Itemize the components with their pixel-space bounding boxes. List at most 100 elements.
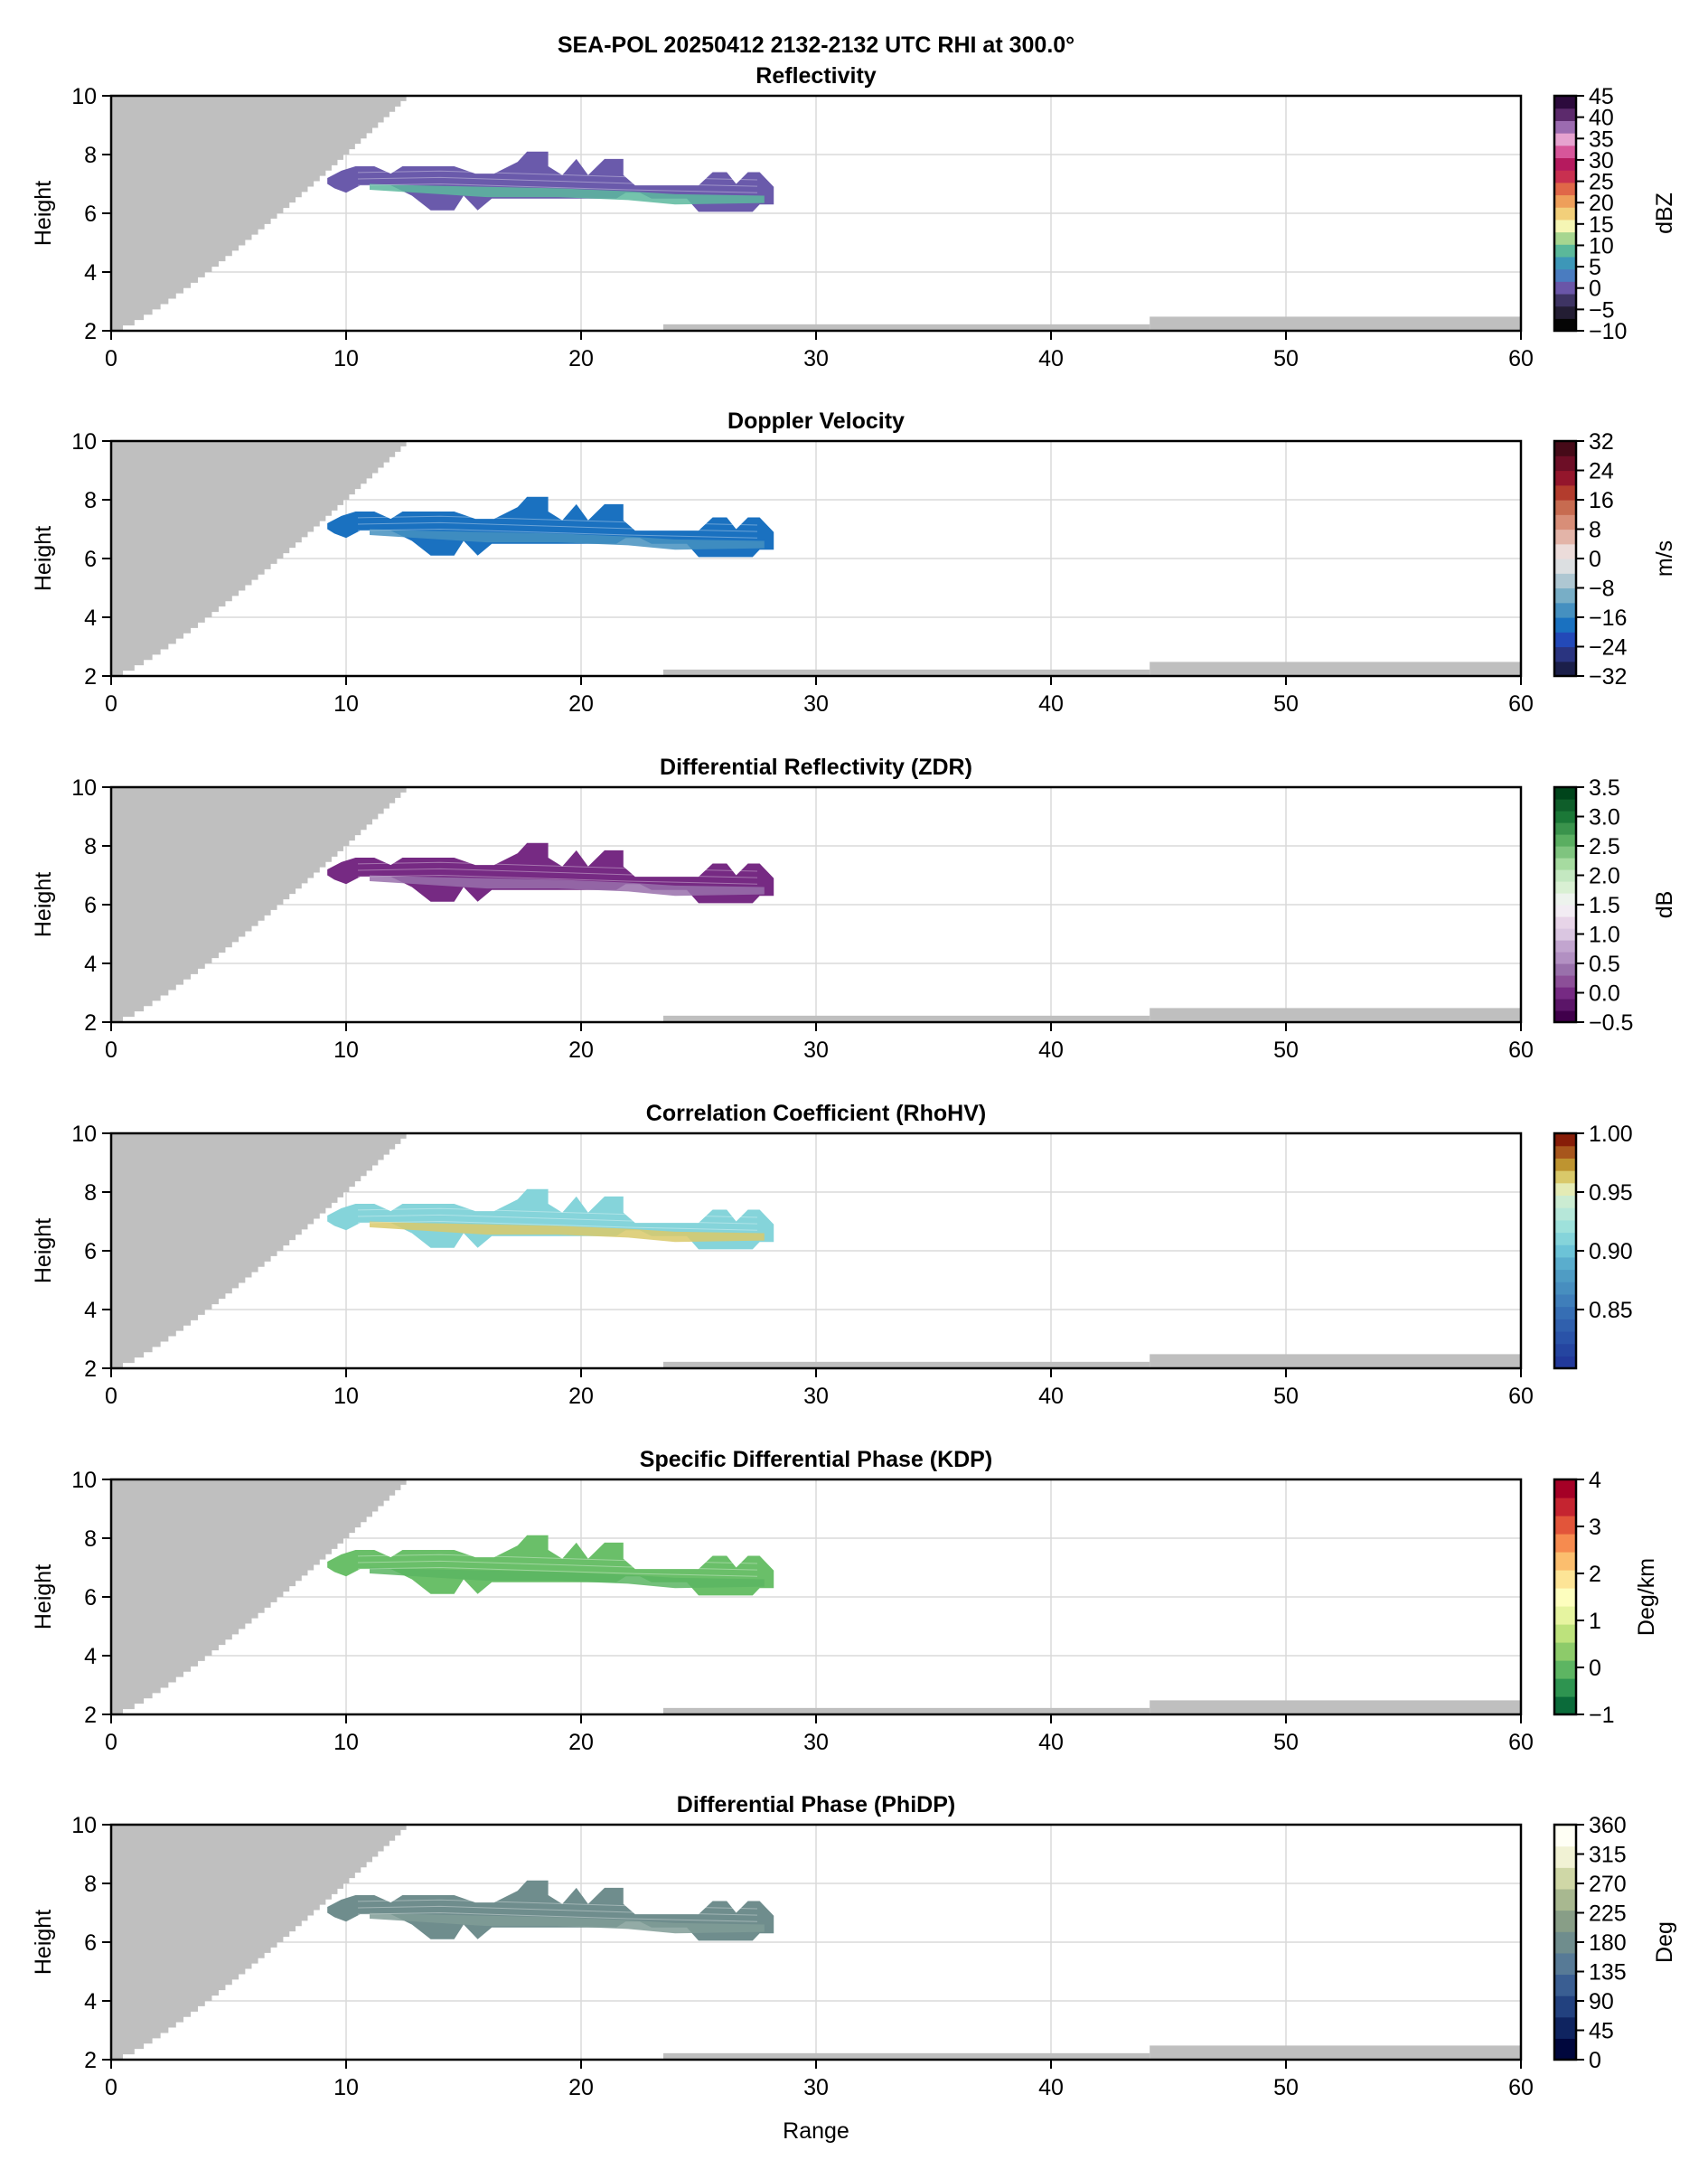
contour-line — [357, 1905, 758, 1916]
colorbar-swatch — [1554, 194, 1576, 208]
contour-line — [357, 521, 758, 532]
colorbar-tick-label: 2.0 — [1589, 864, 1620, 889]
panel-5: Specific Differential Phase (KDP)0 10 20 30… — [31, 1447, 1659, 1755]
colorbar-swatch — [1554, 170, 1576, 183]
x-tick-label: 0 — [105, 1038, 117, 1063]
x-tick-label: 0 — [105, 2075, 117, 2100]
colorbar-tick-label: −10 — [1589, 319, 1627, 344]
colorbar-tick-label: 0.95 — [1589, 1180, 1633, 1206]
colorbar-swatch — [1554, 1293, 1576, 1308]
colorbar-swatch — [1554, 975, 1576, 988]
colorbar-swatch — [1554, 305, 1576, 319]
colorbar-label: Deg — [1652, 1921, 1677, 1963]
colorbar-swatch — [1554, 1343, 1576, 1357]
colorbar-swatch — [1554, 1606, 1576, 1625]
contour-line — [357, 170, 758, 181]
y-tick-label: 8 — [84, 1526, 97, 1552]
colorbar-swatch — [1554, 1974, 1576, 1996]
echo-core — [370, 875, 765, 897]
y-tick-label: 2 — [84, 2048, 97, 2073]
x-tick-label: 30 — [803, 2075, 829, 2100]
x-tick-label: 40 — [1038, 346, 1064, 371]
colorbar-tick-label: 0.85 — [1589, 1298, 1633, 1323]
colorbar-swatch — [1554, 1269, 1576, 1282]
colorbar-tick-label: 3.5 — [1589, 775, 1620, 801]
colorbar-swatch — [1554, 987, 1576, 1000]
contour-line — [357, 1911, 758, 1922]
colorbar-swatch — [1554, 455, 1576, 472]
colorbar-swatch — [1554, 1330, 1576, 1345]
x-tick-label: 30 — [803, 691, 829, 717]
colorbar-tick-label: 5 — [1589, 255, 1601, 280]
colorbar-swatch — [1554, 1282, 1576, 1295]
x-tick-label: 20 — [568, 691, 594, 717]
colorbar-swatch — [1554, 787, 1576, 800]
y-tick-label: 10 — [71, 775, 97, 801]
x-tick-label: 10 — [333, 691, 359, 717]
colorbar-tick-label: 1 — [1589, 1609, 1601, 1634]
colorbar-swatch — [1554, 1995, 1576, 2018]
colorbar-tick-label: 45 — [1589, 84, 1614, 109]
colorbar-swatch — [1554, 661, 1576, 677]
colorbar-swatch — [1554, 822, 1576, 835]
colorbar-swatch — [1554, 207, 1576, 221]
y-axis-label: Height — [31, 1910, 56, 1975]
colorbar-tick-label: 32 — [1589, 429, 1614, 455]
y-tick-label: 10 — [71, 84, 97, 109]
colorbar-swatch — [1554, 646, 1576, 662]
y-tick-label: 6 — [84, 1930, 97, 1956]
colorbar-swatch — [1554, 133, 1576, 146]
x-tick-label: 60 — [1508, 691, 1534, 717]
colorbar-tick-label: 20 — [1589, 191, 1614, 216]
y-tick-label: 4 — [84, 1298, 97, 1323]
x-tick-label: 40 — [1038, 1384, 1064, 1409]
contour-line — [357, 515, 758, 526]
y-tick-label: 4 — [84, 1644, 97, 1669]
x-tick-label: 50 — [1273, 691, 1299, 717]
figure-suptitle: SEA-POL 20250412 2132-2132 UTC RHI at 30… — [558, 33, 1075, 58]
colorbar-swatch — [1554, 1479, 1576, 1498]
echo-core — [370, 1221, 765, 1243]
contour-line — [357, 183, 758, 193]
colorbar-swatch — [1554, 881, 1576, 894]
colorbar-label: Deg/km — [1634, 1558, 1659, 1636]
colorbar-swatch — [1554, 484, 1576, 501]
colorbar-tick-label: 1.5 — [1589, 893, 1620, 918]
x-tick-label: 40 — [1038, 691, 1064, 717]
colorbar-swatch — [1554, 318, 1576, 332]
contour-line — [357, 1560, 758, 1571]
ground-clutter-band — [663, 1361, 1150, 1368]
colorbar-swatch — [1554, 441, 1576, 456]
x-tick-label: 60 — [1508, 346, 1534, 371]
ground-clutter-band — [1150, 662, 1521, 676]
x-tick-label: 30 — [803, 1730, 829, 1755]
colorbar-swatch — [1554, 1534, 1576, 1553]
y-tick-label: 4 — [84, 606, 97, 631]
colorbar-label: dBZ — [1652, 192, 1677, 234]
colorbar-swatch — [1554, 916, 1576, 929]
colorbar: 0 45 90 135 180 225 270 315 360 Deg — [1553, 1813, 1677, 2073]
y-tick-label: 4 — [84, 260, 97, 286]
colorbar-swatch — [1554, 1158, 1576, 1171]
colorbar-swatch — [1554, 928, 1576, 941]
colorbar-swatch — [1554, 1910, 1576, 1932]
panel-6: Differential Phase (PhiDP)0 10 20 30 40 50 602… — [31, 1792, 1677, 2100]
x-tick-label: 20 — [568, 1730, 594, 1755]
colorbar-tick-label: 30 — [1589, 148, 1614, 174]
colorbar-swatch — [1554, 120, 1576, 134]
x-tick-label: 0 — [105, 346, 117, 371]
y-tick-label: 6 — [84, 1239, 97, 1264]
colorbar: 0.85 0.90 0.95 1.00 — [1553, 1122, 1633, 1370]
colorbar-tick-label: 0 — [1589, 1656, 1601, 1681]
colorbar-tick-label: 90 — [1589, 1989, 1614, 2014]
colorbar-swatch — [1554, 940, 1576, 953]
colorbar-swatch — [1554, 1845, 1576, 1868]
x-tick-label: 20 — [568, 346, 594, 371]
x-tick-label: 50 — [1273, 1038, 1299, 1063]
colorbar-swatch — [1554, 281, 1576, 295]
colorbar-swatch — [1554, 1319, 1576, 1332]
colorbar-swatch — [1554, 587, 1576, 604]
